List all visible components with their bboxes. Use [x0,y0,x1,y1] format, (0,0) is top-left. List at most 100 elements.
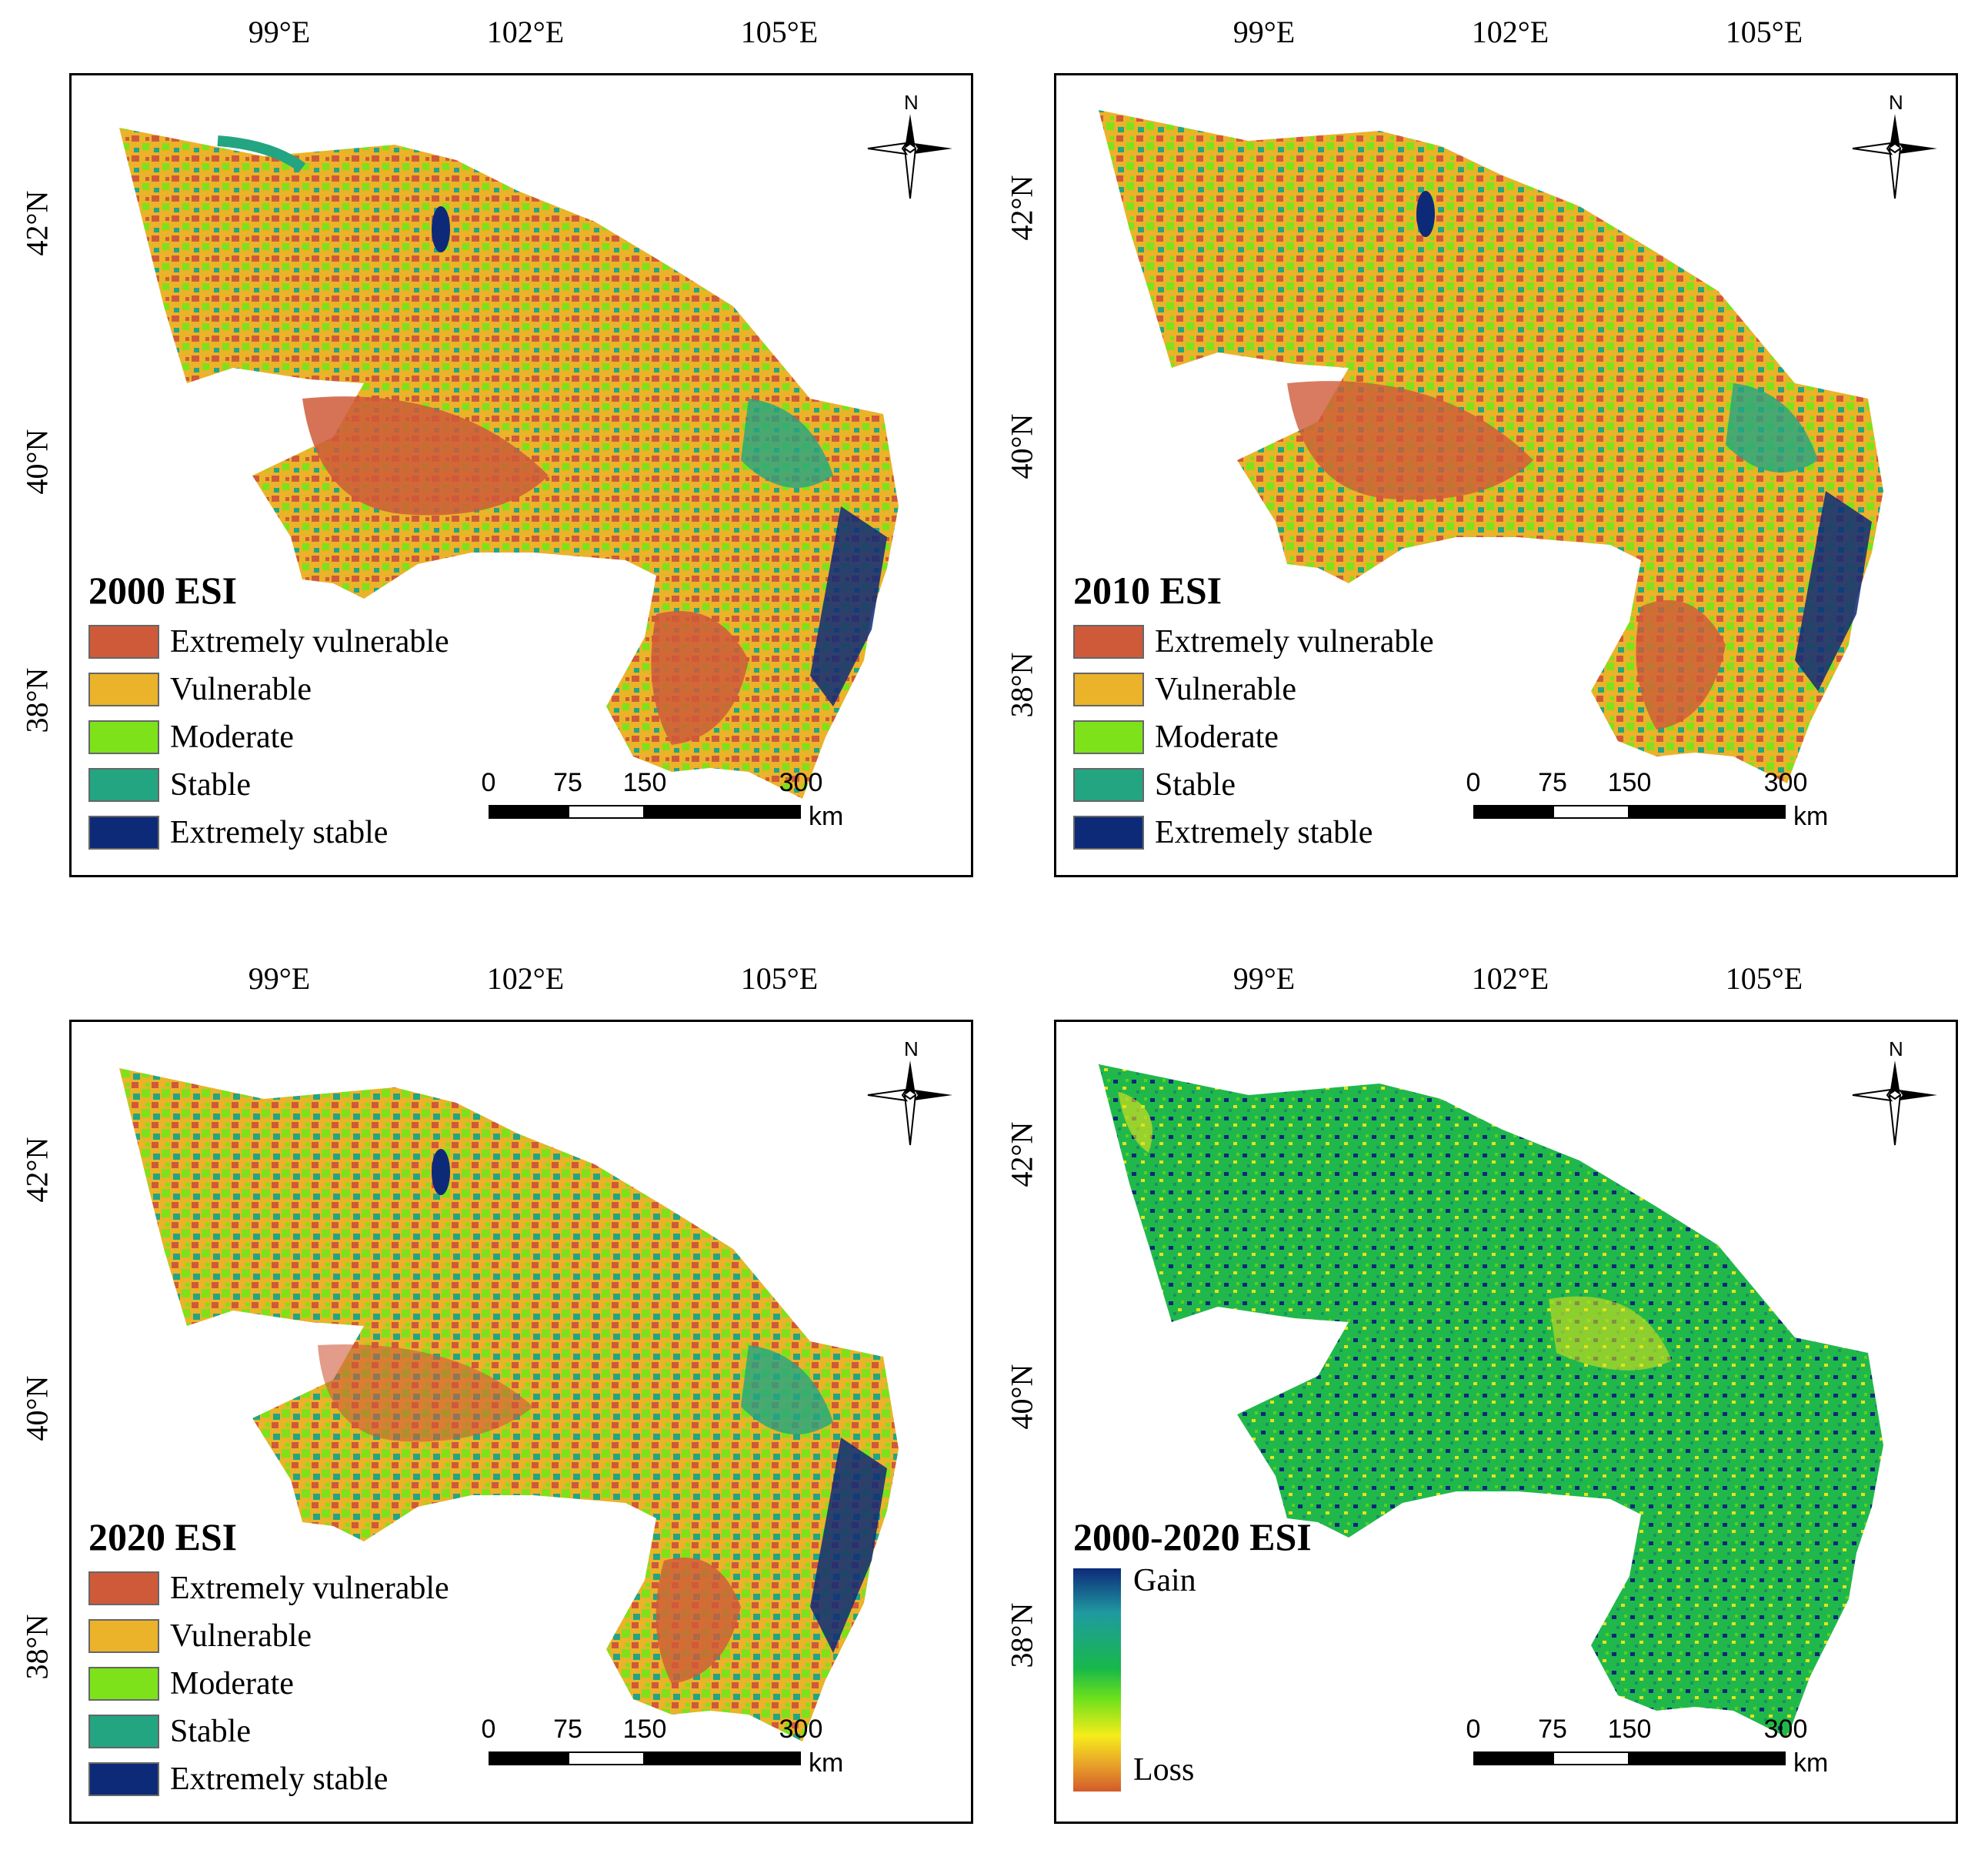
map-panel-2000: 99°E 102°E 105°E 42°N 40°N 38°N [15,0,1004,923]
legend-swatch [88,625,159,659]
compass-icon [867,114,952,199]
legend-swatch [88,1571,159,1605]
scale-tick: 150 [622,768,667,797]
scale-unit: km [809,1748,844,1778]
legend-swatch [1073,625,1144,659]
legend-label: Stable [170,1714,251,1749]
legend: Extremely vulnerable Vulnerable Moderate… [88,618,449,857]
scale-tick: 0 [1466,768,1481,797]
lon-label: 102°E [486,15,565,49]
esi-map [1099,110,1883,783]
esi-map [119,128,899,799]
legend-label: Moderate [1155,720,1279,755]
lat-label: 40°N [1004,413,1039,479]
legend-swatch [88,1619,159,1653]
legend-item: Extremely stable [88,1755,449,1803]
scale-tick: 150 [1607,1715,1652,1744]
lat-label: 38°N [1004,1602,1039,1668]
north-arrow: N [1849,1037,1941,1153]
compass-icon [867,1060,952,1146]
scale-bar: 0 75 150 300 km [482,768,872,837]
esi-change-map [1099,1064,1883,1738]
scale-tick: 0 [481,1715,496,1744]
lat-label: 38°N [1004,652,1039,718]
gradient-bar [1073,1568,1121,1792]
legend-item: Moderate [88,1660,449,1708]
legend-item: Vulnerable [1073,666,1434,713]
scale-bar: 0 75 150 300 km [1466,1715,1856,1784]
legend-item: Extremely vulnerable [88,1564,449,1612]
legend-swatch [88,768,159,802]
compass-icon [1852,114,1937,199]
lat-label: 38°N [19,1614,55,1680]
map-panel-change: 99°E 102°E 105°E 42°N 40°N 38°N N [1000,947,1988,1870]
legend-label: Stable [1155,767,1236,803]
panel-title: 2000 ESI [88,569,238,612]
panel-title: 2000-2020 ESI [1073,1515,1312,1558]
scale-tick: 0 [1466,1715,1481,1744]
scale-tick: 150 [622,1715,667,1744]
panel-title: 2010 ESI [1073,569,1222,612]
legend-label: Extremely vulnerable [1155,624,1434,660]
lon-label: 99°E [1232,15,1296,49]
legend-swatch [88,1715,159,1748]
scale-bar: 0 75 150 300 km [1466,768,1856,837]
lon-label: 102°E [1471,15,1549,49]
scale-tick: 300 [779,1715,823,1744]
scale-unit: km [1793,1748,1829,1778]
legend-label: Extremely vulnerable [170,1571,449,1606]
legend-label: Vulnerable [170,672,312,707]
legend-swatch [1073,720,1144,754]
north-label: N [1889,1037,1903,1060]
loss-label: Loss [1133,1752,1195,1788]
lat-label: 42°N [19,190,55,256]
legend-item: Extremely vulnerable [88,618,449,666]
lon-label: 102°E [1471,961,1549,996]
map-panel-2020: 99°E 102°E 105°E 42°N 40°N 38°N N [15,947,1004,1870]
lon-label: 105°E [740,961,819,996]
legend-item: Stable [88,1708,449,1755]
lon-label: 99°E [248,15,311,49]
scale-tick: 75 [1538,768,1567,797]
study-area [1099,1064,1883,1738]
legend: Extremely vulnerable Vulnerable Moderate… [1073,618,1434,857]
lon-label: 105°E [1725,15,1803,49]
legend-label: Vulnerable [1155,672,1297,707]
map-panel-2010: 99°E 102°E 105°E 42°N 40°N 38°N N [1000,0,1988,923]
scale-tick: 150 [1607,768,1652,797]
legend-swatch [88,673,159,706]
north-arrow: N [864,1037,956,1153]
legend-label: Moderate [170,1666,294,1701]
legend-item: Vulnerable [88,1612,449,1660]
legend-swatch [88,816,159,850]
legend-swatch [1073,768,1144,802]
lat-label: 42°N [1004,1121,1039,1187]
lon-label: 99°E [1232,961,1296,996]
legend-label: Stable [170,767,251,803]
legend-label: Extremely vulnerable [170,624,449,660]
legend-label: Moderate [170,720,294,755]
legend: Extremely vulnerable Vulnerable Moderate… [88,1564,449,1803]
legend-item: Extremely vulnerable [1073,618,1434,666]
compass-icon [1852,1060,1937,1146]
gain-label: Gain [1133,1563,1196,1598]
legend-swatch [1073,673,1144,706]
legend-label: Vulnerable [170,1618,312,1654]
scale-tick: 75 [553,1715,582,1744]
north-label: N [904,91,919,114]
scale-tick: 300 [779,768,823,797]
legend-label: Extremely stable [170,1761,389,1797]
scale-tick: 300 [1763,768,1808,797]
legend-item: Stable [88,761,449,809]
map-frame: N 2010 ESI Extremely vulnerable Vulnerab… [1054,73,1958,877]
map-frame: N 2000 ESI Extremely vulnerable Vulnerab… [69,73,973,877]
legend-label: Extremely stable [1155,815,1373,850]
map-frame: N 2000-2020 ESI Gain Loss 0 75 150 300 k… [1054,1020,1958,1824]
scale-bar: 0 75 150 300 km [482,1715,872,1784]
scale-tick: 75 [553,768,582,797]
scale-tick: 0 [481,768,496,797]
gradient-legend: Gain Loss [1073,1563,1381,1792]
north-arrow: N [1849,91,1941,206]
legend-item: Extremely stable [1073,809,1434,857]
north-label: N [904,1037,919,1060]
